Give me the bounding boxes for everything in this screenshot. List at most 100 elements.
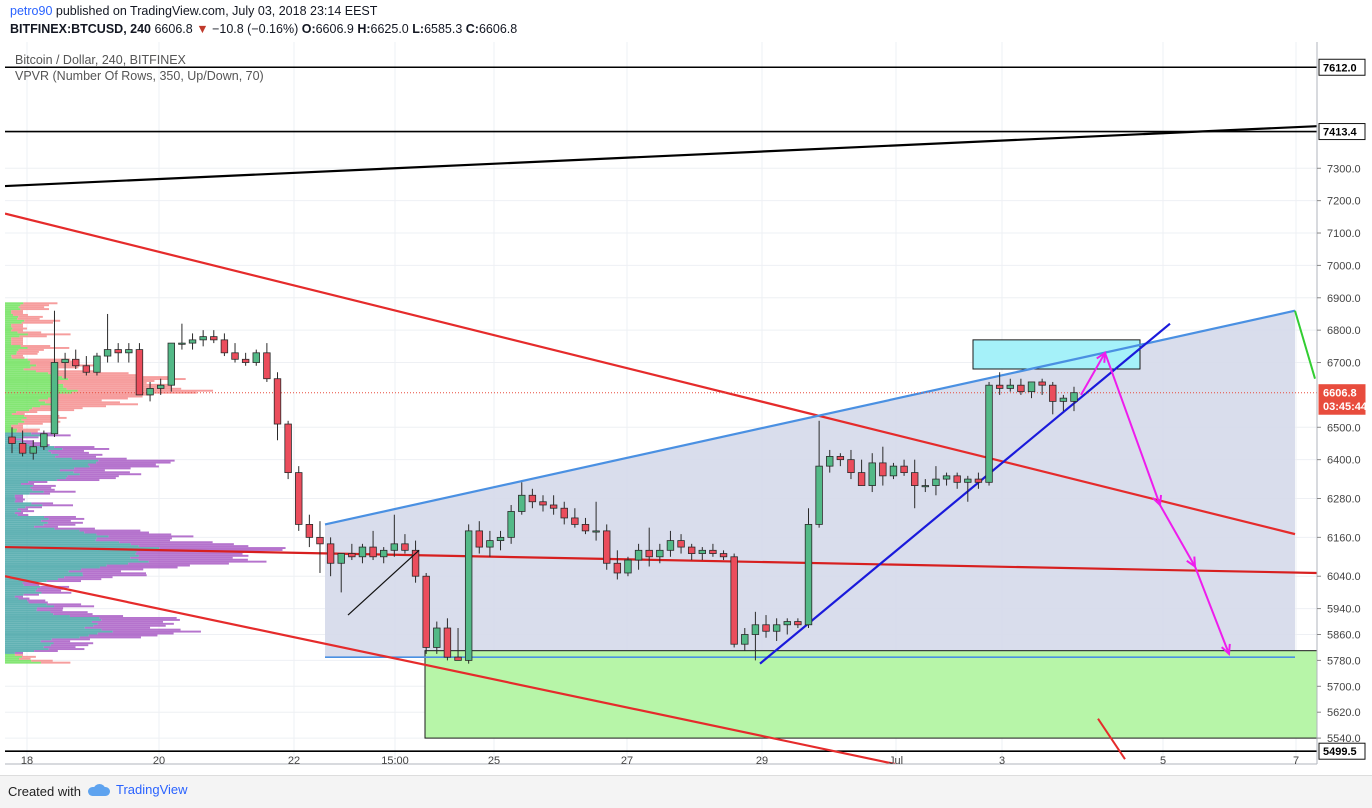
vp-down-bar xyxy=(28,601,48,604)
vp-up-bar xyxy=(5,525,35,528)
vp-down-bar xyxy=(29,492,51,495)
vp-up-bar xyxy=(5,366,31,369)
symbol-label: BITFINEX:BTCUSD, 240 xyxy=(10,22,151,36)
vp-down-bar xyxy=(28,481,48,483)
change-value: −10.8 (−0.16%) xyxy=(212,22,299,36)
vp-up-bar xyxy=(5,646,44,649)
chart-area[interactable]: 5540.0 5620.0 5700.0 5780.0 5860.0 5940.0 6040… xyxy=(4,42,1368,772)
candle-body xyxy=(836,456,845,461)
vp-down-bar xyxy=(77,389,214,392)
vp-up-bar xyxy=(5,492,30,495)
candle-body xyxy=(1038,381,1046,386)
candle-body xyxy=(603,530,611,564)
vp-down-bar xyxy=(18,597,30,600)
vp-up-bar xyxy=(5,494,15,497)
open-value: 6606.9 xyxy=(315,22,354,36)
vp-down-bar xyxy=(51,374,138,377)
candle-body xyxy=(985,384,993,483)
vp-up-bar xyxy=(5,444,30,447)
price-label-box xyxy=(1318,123,1366,141)
vp-up-bar xyxy=(5,381,55,384)
vp-down-bar xyxy=(11,310,23,313)
candle-body xyxy=(125,349,133,354)
time-axis-bg xyxy=(5,764,1367,772)
vp-up-bar xyxy=(5,632,98,635)
vp-up-bar xyxy=(5,471,74,474)
vp-up-bar xyxy=(5,467,75,470)
vp-up-bar xyxy=(5,469,60,472)
support-zone xyxy=(424,650,1318,739)
vp-down-bar xyxy=(55,455,97,458)
vp-down-bar xyxy=(24,414,60,417)
vp-up-bar xyxy=(5,387,67,390)
candle-body xyxy=(199,336,207,341)
author-link[interactable]: petro90 xyxy=(10,4,53,18)
vp-up-bar xyxy=(5,455,56,458)
vp-down-bar xyxy=(36,607,64,610)
candle-body xyxy=(666,540,675,551)
candle-body xyxy=(241,358,250,363)
vp-up-bar xyxy=(5,313,14,316)
vp-up-bar xyxy=(5,624,94,627)
vp-down-bar xyxy=(25,506,42,509)
vp-up-bar xyxy=(5,508,18,511)
vp-up-bar xyxy=(5,420,25,423)
vp-down-bar xyxy=(27,346,70,349)
candle-body xyxy=(613,562,622,574)
vp-up-bar xyxy=(5,378,69,381)
candle-body xyxy=(751,624,760,635)
projection-segment xyxy=(1080,352,1106,396)
vp-up-bar xyxy=(5,502,32,505)
vp-up-bar xyxy=(5,374,52,377)
candle-body xyxy=(942,475,951,480)
vp-up-bar xyxy=(5,389,78,392)
tradingview-brand[interactable]: TradingView xyxy=(88,782,188,797)
legend-indicator[interactable]: VPVR (Number Of Rows, 350, Up/Down, 70) xyxy=(15,69,264,83)
vp-down-bar xyxy=(40,405,106,408)
vp-up-bar xyxy=(5,523,44,526)
vp-up-bar xyxy=(5,484,33,487)
vp-up-bar xyxy=(5,385,64,388)
vp-down-bar xyxy=(48,372,129,375)
vp-down-bar xyxy=(51,638,90,641)
candle-body xyxy=(114,349,122,354)
vp-up-bar xyxy=(5,498,16,501)
vp-down-bar xyxy=(11,312,23,314)
publish-info: published on TradingView.com, July 03, 2… xyxy=(55,4,378,18)
vp-down-bar xyxy=(15,498,25,501)
vp-up-bar xyxy=(5,531,85,534)
vp-down-bar xyxy=(99,566,178,569)
tradingview-brand-label[interactable]: TradingView xyxy=(116,782,188,797)
price-tick-label: 5540.0 xyxy=(1327,733,1361,745)
candle-body xyxy=(772,624,781,632)
candle-body xyxy=(889,465,898,477)
vp-down-bar xyxy=(29,444,50,447)
vp-up-bar xyxy=(5,568,82,571)
vp-down-bar xyxy=(51,403,138,406)
vp-up-bar xyxy=(5,399,39,402)
vp-down-bar xyxy=(20,345,51,347)
vp-down-bar xyxy=(30,360,78,363)
price-chart[interactable]: 5540.0 5620.0 5700.0 5780.0 5860.0 5940.0 6040… xyxy=(4,42,1368,772)
price-tick-label: 6160.0 xyxy=(1327,532,1361,544)
vp-down-bar xyxy=(65,477,116,480)
vp-down-bar xyxy=(11,337,23,340)
vp-down-bar xyxy=(47,521,83,524)
red-stroke xyxy=(1097,718,1126,760)
vp-down-bar xyxy=(23,593,39,596)
candle-body xyxy=(964,478,972,483)
vp-up-bar xyxy=(5,463,88,466)
vp-up-bar xyxy=(5,360,31,363)
candle-body xyxy=(730,556,738,645)
projection-segment xyxy=(1159,504,1196,567)
candle-body xyxy=(93,355,101,373)
price-tick-label: 7000.0 xyxy=(1327,260,1361,272)
vp-up-bar xyxy=(5,329,12,332)
vp-up-bar xyxy=(5,506,26,509)
candle-body xyxy=(507,511,515,538)
trend-line xyxy=(759,322,1171,665)
vp-up-bar xyxy=(5,432,32,435)
vp-down-bar xyxy=(81,568,144,571)
vp-up-bar xyxy=(5,424,12,427)
vp-down-bar xyxy=(20,440,34,443)
